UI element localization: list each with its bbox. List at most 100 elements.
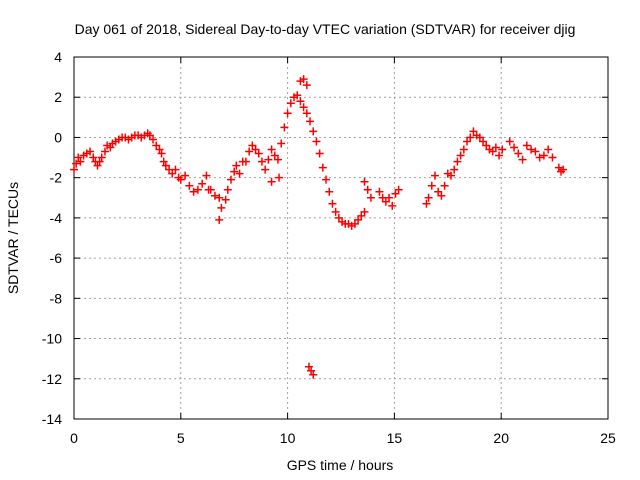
data-point [221, 195, 230, 204]
data-point [427, 181, 436, 190]
data-point [381, 197, 390, 206]
chart-title: Day 061 of 2018, Sidereal Day-to-day VTE… [75, 21, 576, 37]
x-tick-label: 5 [177, 430, 185, 446]
data-point [495, 151, 504, 160]
data-point [522, 141, 531, 150]
x-tick-label: 10 [280, 430, 296, 446]
data-point [391, 189, 400, 198]
data-point [394, 185, 403, 194]
data-point [322, 175, 331, 184]
data-point [554, 163, 563, 172]
data-point [76, 157, 85, 166]
grid-lines [74, 57, 608, 419]
data-point [498, 145, 507, 154]
data-point [475, 133, 484, 142]
data-point [302, 109, 311, 118]
data-point [350, 219, 359, 228]
data-point [215, 215, 224, 224]
data-point [157, 149, 166, 158]
data-point [74, 153, 83, 162]
data-point [334, 213, 343, 222]
data-point [469, 127, 478, 136]
data-point [422, 199, 431, 208]
data-point [539, 151, 548, 160]
data-point [459, 145, 468, 154]
y-tick-label: -8 [50, 290, 63, 306]
data-point [251, 145, 260, 154]
data-point [299, 75, 308, 84]
data-point [388, 201, 397, 210]
data-point [245, 147, 254, 156]
data-point [315, 149, 324, 158]
data-point [505, 137, 514, 146]
data-point [171, 165, 180, 174]
data-point [204, 185, 213, 194]
data-point [161, 161, 170, 170]
data-point [307, 366, 316, 375]
data-point [306, 117, 315, 126]
data-point [198, 179, 207, 188]
data-point [491, 143, 500, 152]
data-point [189, 187, 198, 196]
data-point [106, 143, 115, 152]
y-tick-label: -4 [50, 210, 63, 226]
data-point [328, 199, 337, 208]
data-point [168, 169, 177, 178]
data-point [86, 147, 95, 156]
data-point [437, 191, 446, 200]
data-point [309, 127, 318, 136]
data-point [299, 103, 308, 112]
x-tick-label: 15 [387, 430, 403, 446]
data-point [181, 171, 190, 180]
data-point [357, 211, 366, 220]
data-point [226, 175, 235, 184]
data-point [466, 133, 475, 142]
x-axis-label: GPS time / hours [287, 457, 394, 473]
data-point [447, 171, 456, 180]
data-point [176, 175, 185, 184]
data-point [518, 155, 527, 164]
data-point [152, 141, 161, 150]
y-tick-label: -10 [42, 331, 62, 347]
data-point [354, 215, 363, 224]
data-point [95, 157, 104, 166]
data-point [434, 187, 443, 196]
data-point [559, 165, 568, 174]
data-point [277, 139, 286, 148]
data-point [217, 203, 226, 212]
data-point [482, 141, 491, 150]
data-point [202, 171, 211, 180]
data-point [456, 151, 465, 160]
data-point [430, 171, 439, 180]
data-point [232, 161, 241, 170]
data-point [267, 145, 276, 154]
x-tick-labels: 0 5 10 15 20 25 [70, 430, 616, 446]
data-point [302, 81, 311, 90]
data-point [267, 177, 276, 186]
data-point [248, 141, 257, 150]
data-point [264, 155, 273, 164]
data-point [93, 161, 102, 170]
data-point [309, 370, 318, 379]
data-point [261, 165, 270, 174]
data-point [325, 187, 334, 196]
y-tick-labels: -14 -12 -10 -8 -6 -4 -2 0 2 4 [42, 49, 62, 427]
data-point [510, 143, 519, 152]
data-point [193, 185, 202, 194]
data-point [70, 165, 78, 174]
data-point [273, 155, 282, 164]
data-point [363, 185, 372, 194]
data-point [72, 159, 81, 168]
data-point [360, 207, 369, 216]
data-point [254, 149, 263, 158]
y-tick-label: -2 [50, 170, 63, 186]
data-point [453, 157, 462, 166]
data-point [149, 135, 158, 144]
data-point [375, 187, 384, 196]
y-tick-label: -14 [42, 411, 62, 427]
y-tick-label: -12 [42, 371, 62, 387]
data-point [235, 169, 244, 178]
data-point [463, 137, 472, 146]
data-point [360, 177, 369, 186]
